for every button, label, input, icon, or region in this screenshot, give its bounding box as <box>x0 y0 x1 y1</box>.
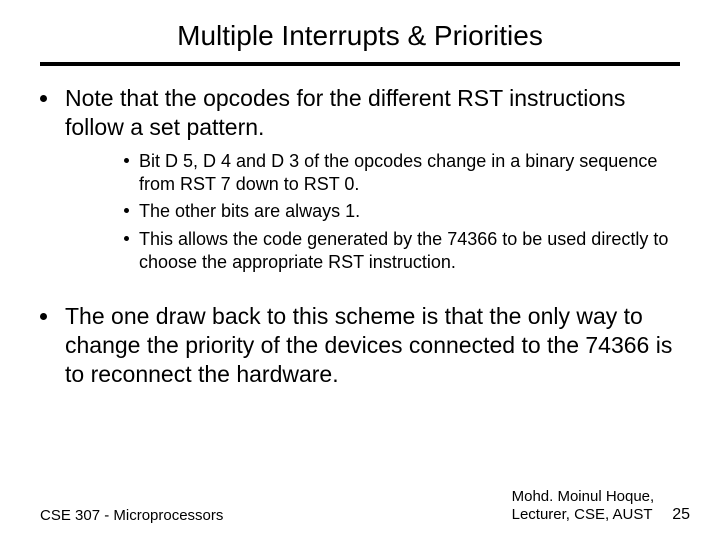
bullet-2-text: The one draw back to this scheme is that… <box>65 302 680 388</box>
bullet-1-text: Note that the opcodes for the different … <box>65 84 680 142</box>
slide-footer: CSE 307 - Microprocessors Mohd. Moinul H… <box>40 488 690 524</box>
bullet-2: The one draw back to this scheme is that… <box>40 302 680 388</box>
slide-container: Multiple Interrupts & Priorities Note th… <box>0 0 720 540</box>
sub-bullet-text: Bit D 5, D 4 and D 3 of the opcodes chan… <box>139 150 680 197</box>
title-rule <box>40 62 680 66</box>
footer-author-line1: Mohd. Moinul Hoque, <box>512 488 655 506</box>
sub-bullet-text: This allows the code generated by the 74… <box>139 228 680 275</box>
bullet-dot-icon <box>40 313 47 320</box>
footer-right: Mohd. Moinul Hoque, Lecturer, CSE, AUST … <box>512 488 690 524</box>
sub-bullet: Bit D 5, D 4 and D 3 of the opcodes chan… <box>124 150 680 197</box>
bullet-dot-icon <box>124 208 129 213</box>
footer-author: Mohd. Moinul Hoque, Lecturer, CSE, AUST <box>512 488 655 524</box>
sub-bullet: The other bits are always 1. <box>124 200 680 223</box>
bullet-dot-icon <box>40 95 47 102</box>
sub-bullet: This allows the code generated by the 74… <box>124 228 680 275</box>
bullet-dot-icon <box>124 158 129 163</box>
slide-title: Multiple Interrupts & Priorities <box>40 20 680 52</box>
footer-course: CSE 307 - Microprocessors <box>40 507 223 524</box>
footer-page-number: 25 <box>672 506 690 524</box>
sub-bullet-text: The other bits are always 1. <box>139 200 360 223</box>
sub-bullet-list-1: Bit D 5, D 4 and D 3 of the opcodes chan… <box>124 150 680 275</box>
bullet-dot-icon <box>124 236 129 241</box>
footer-author-line2: Lecturer, CSE, AUST <box>512 506 655 524</box>
bullet-1: Note that the opcodes for the different … <box>40 84 680 142</box>
